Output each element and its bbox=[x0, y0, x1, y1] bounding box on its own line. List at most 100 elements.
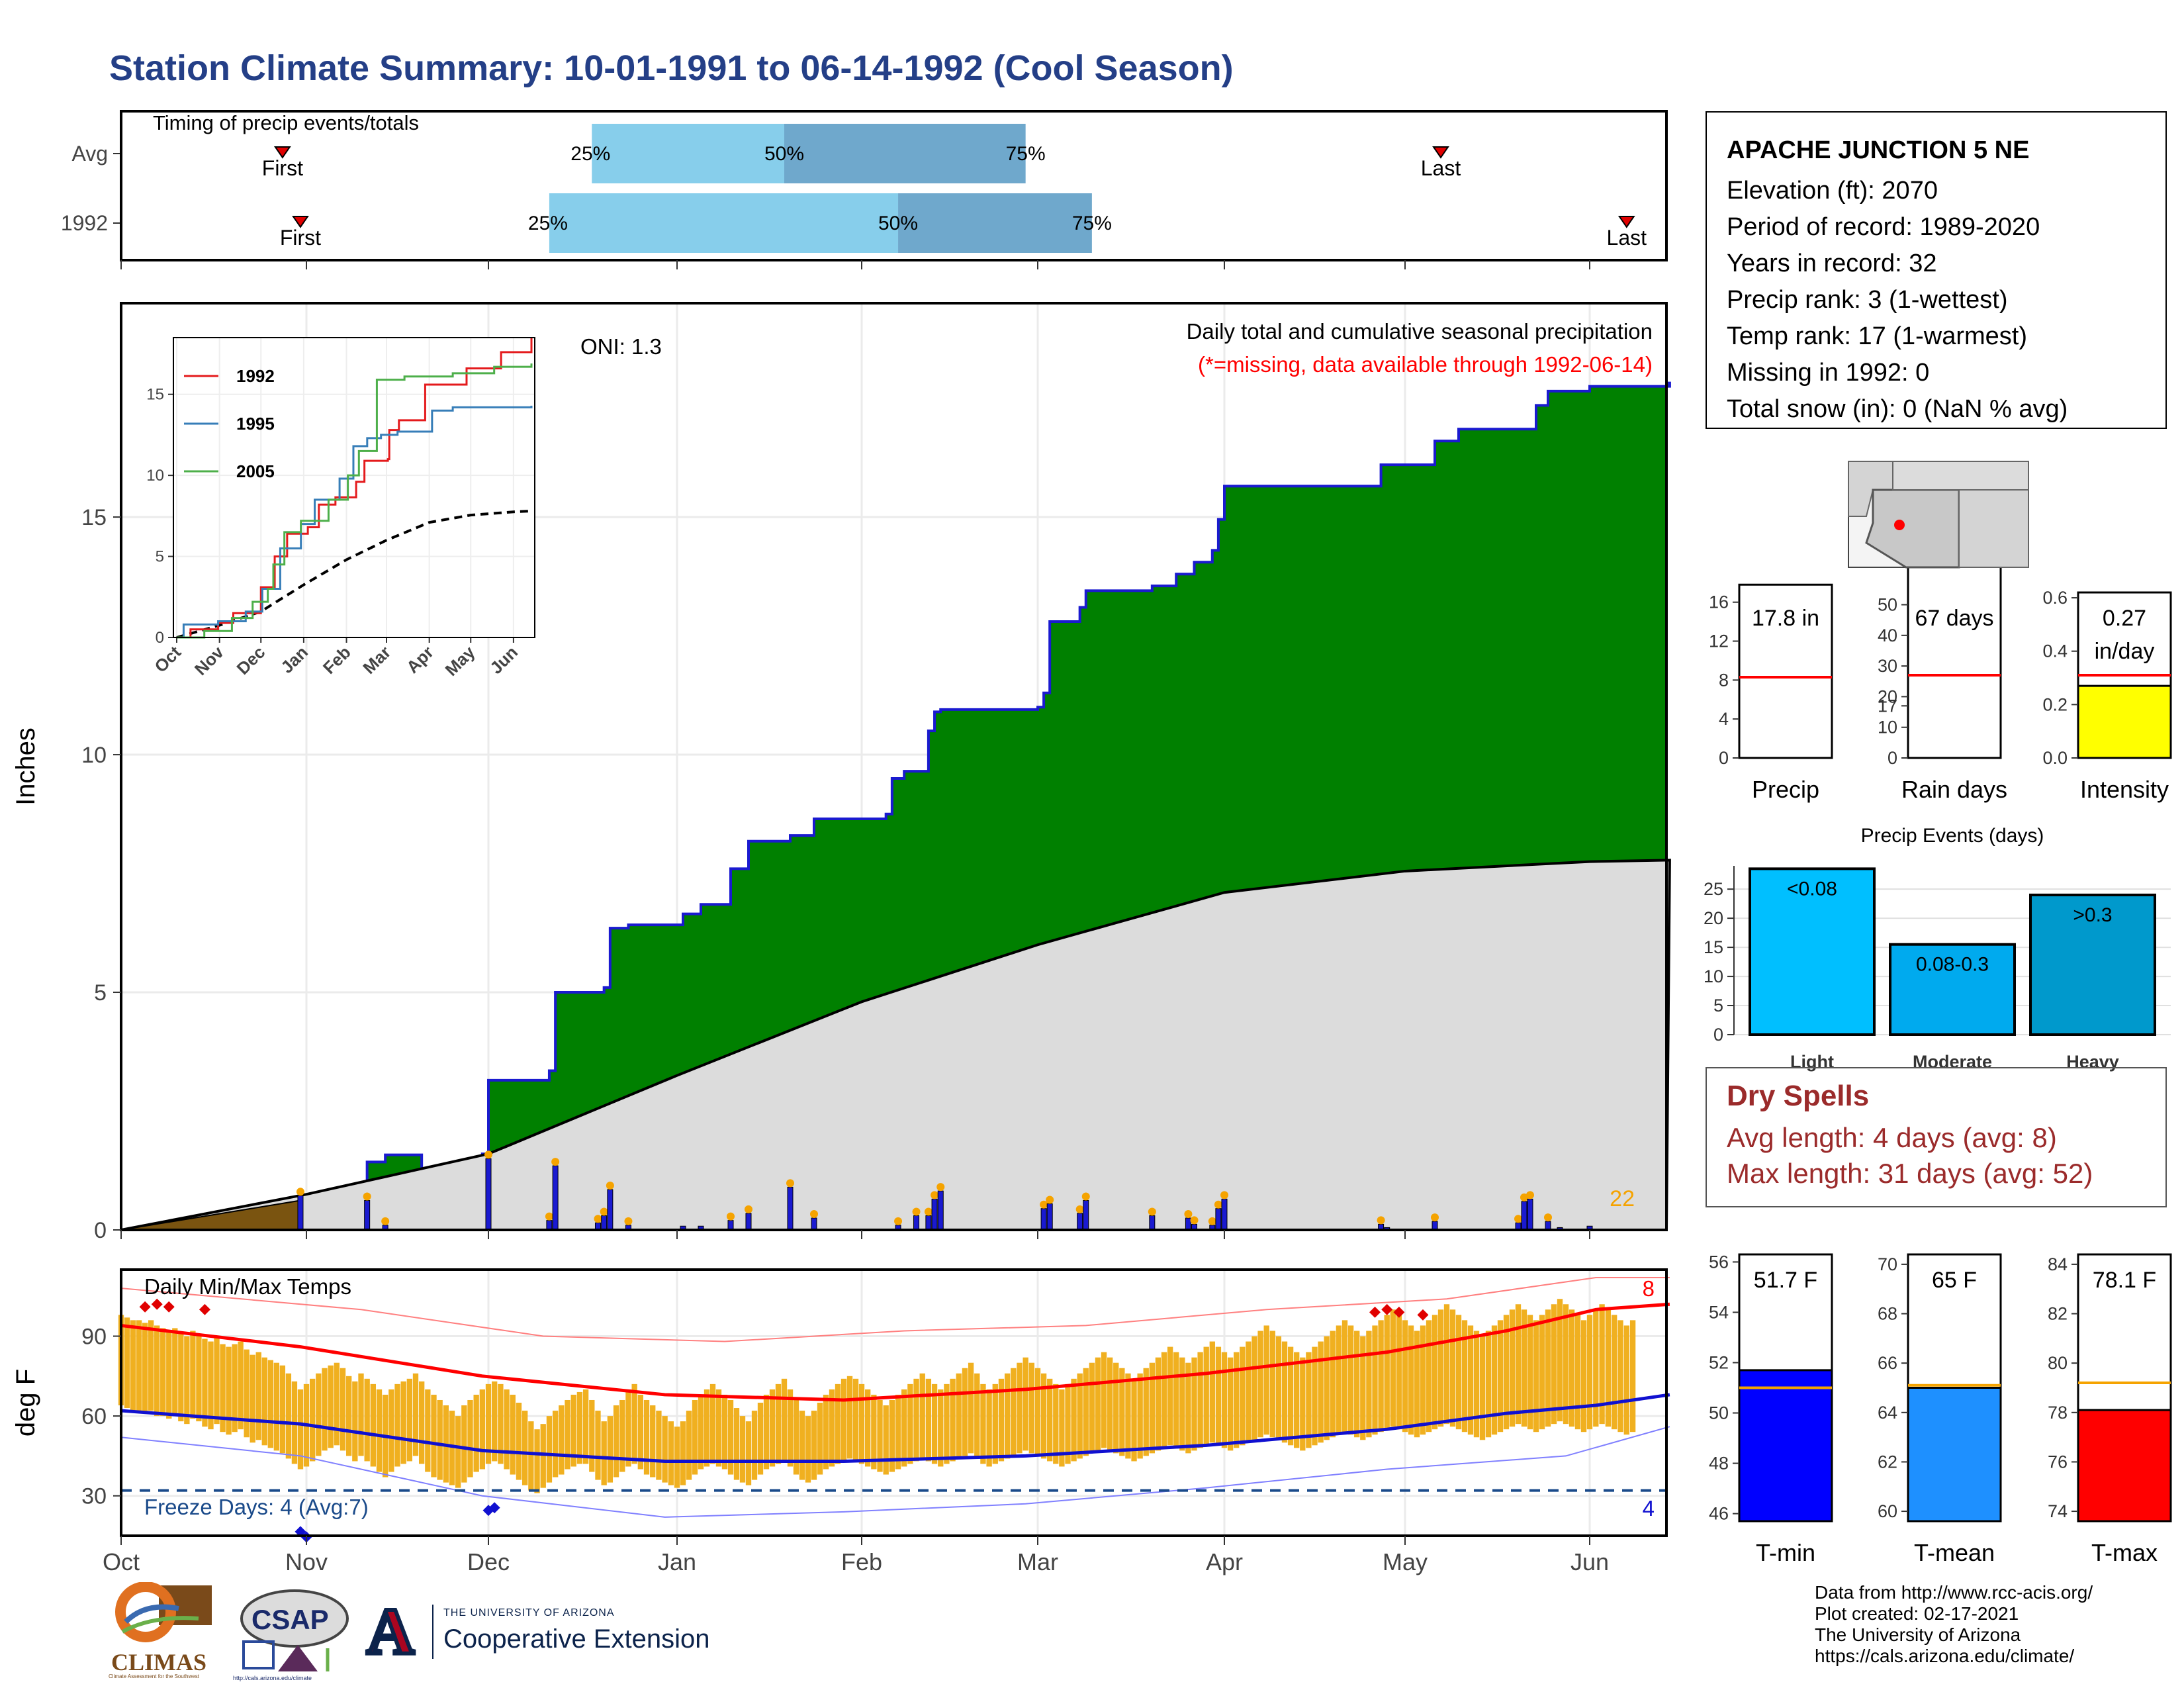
precip-daily-bar bbox=[625, 1225, 631, 1231]
tmin-gauge-frame bbox=[1738, 1253, 1833, 1523]
temp-daily-range-bar bbox=[1390, 1309, 1396, 1427]
climas-logo[interactable]: CLIMAS Climate Assessment for the Southw… bbox=[106, 1582, 218, 1681]
temp-daily-range-bar bbox=[1095, 1357, 1101, 1451]
tmax-gauge-value-bar bbox=[2077, 1409, 2172, 1523]
temp-daily-range-bar bbox=[1612, 1315, 1617, 1430]
temp-daily-range-bar bbox=[913, 1378, 919, 1462]
precip-total-gauge-value-label: 17.8 in bbox=[1752, 606, 1819, 631]
precip-daily-marker bbox=[1526, 1191, 1534, 1199]
temp-daily-range-bar bbox=[1149, 1362, 1156, 1454]
ua-cooperative-extension-logo[interactable]: A THE UNIVERSITY OF ARIZONA Cooperative … bbox=[361, 1597, 745, 1668]
temp-daily-range-bar bbox=[479, 1389, 486, 1470]
temp-daily-range-bar bbox=[345, 1376, 352, 1456]
temp-daily-range-bar bbox=[1372, 1325, 1378, 1435]
tmax-gauge-value-label: 78.1 F bbox=[2093, 1268, 2156, 1293]
inset-x-tick-label: Apr bbox=[402, 642, 437, 677]
temp-daily-range-bar bbox=[1497, 1320, 1504, 1432]
rain-days-gauge-y-tick-label: 30 bbox=[1878, 656, 1897, 676]
temp-daily-range-bar bbox=[425, 1389, 431, 1472]
precip-daily-marker bbox=[606, 1181, 614, 1190]
temp-daily-range-bar bbox=[328, 1365, 334, 1448]
inset-x-tick-label: Nov bbox=[191, 642, 228, 679]
tmean-gauge-value-bar bbox=[1907, 1387, 2002, 1523]
precip-daily-bar bbox=[1215, 1208, 1222, 1231]
temp-daily-range-bar bbox=[692, 1399, 698, 1475]
intensity-gauge-y-tick-label: 0.2 bbox=[2042, 694, 2068, 714]
inset-x-tick-label: May bbox=[441, 642, 478, 680]
temp-daily-range-bar bbox=[340, 1368, 346, 1451]
temp-daily-range-bar bbox=[130, 1320, 136, 1411]
temp-daily-range-bar bbox=[889, 1399, 895, 1472]
temp-daily-range-bar bbox=[461, 1405, 467, 1483]
tmean-gauge-frame bbox=[1907, 1253, 2002, 1523]
timing-last-label: Last bbox=[1607, 226, 1647, 250]
temp-daily-range-bar bbox=[166, 1331, 172, 1419]
temp-daily-range-bar bbox=[1545, 1309, 1551, 1427]
timing-last-marker bbox=[1432, 146, 1449, 159]
intensity-gauge: 0.0 0.2 0.4 0.6 0.27 in/day Intensity bbox=[2042, 588, 2172, 803]
temp-daily-range-bar bbox=[1185, 1362, 1191, 1454]
temp-daily-range-bar bbox=[196, 1333, 202, 1422]
temp-daily-range-bar bbox=[565, 1399, 570, 1470]
temp-daily-range-bar bbox=[498, 1383, 504, 1464]
precip-average-area bbox=[120, 859, 1671, 1231]
temp-daily-range-bar bbox=[255, 1352, 261, 1440]
temp-daily-range-bar bbox=[1605, 1309, 1612, 1427]
temp-daily-range-bar bbox=[1378, 1320, 1384, 1432]
oni-label: ONI: 1.3 bbox=[580, 334, 662, 359]
temp-daily-range-bar bbox=[1234, 1352, 1240, 1448]
precip-daily-marker bbox=[1148, 1207, 1156, 1216]
temp-daily-range-bar bbox=[811, 1411, 817, 1480]
temp-x-tick-label: Mar bbox=[1017, 1548, 1058, 1575]
precip-daily-bar bbox=[1209, 1225, 1216, 1231]
inset-border bbox=[173, 337, 535, 638]
temp-daily-range-bar bbox=[516, 1403, 522, 1480]
temp-daily-range-bar bbox=[1426, 1320, 1432, 1432]
temp-daily-range-bar bbox=[1479, 1336, 1486, 1440]
temp-x-tick-label: Jan bbox=[658, 1548, 696, 1575]
temp-daily-range-bar bbox=[1503, 1315, 1510, 1430]
temp-daily-range-bar bbox=[297, 1389, 304, 1470]
temp-daily-range-bar bbox=[835, 1383, 841, 1464]
precip-total-gauge-y-tick-label: 12 bbox=[1709, 632, 1729, 651]
inset-x-tick-label: Feb bbox=[319, 642, 355, 678]
temp-daily-range-bar bbox=[172, 1328, 178, 1417]
precip-daily-marker bbox=[1544, 1213, 1552, 1222]
temp-daily-range-bar bbox=[316, 1373, 322, 1456]
temp-daily-range-bar bbox=[309, 1378, 316, 1462]
temp-daily-range-bar bbox=[184, 1336, 190, 1425]
tmean-gauge-y-tick-label: 62 bbox=[1878, 1452, 1897, 1472]
temp-daily-range-bar bbox=[154, 1325, 160, 1417]
rain-days-gauge-value-bar bbox=[1907, 551, 2002, 759]
temp-daily-range-bar bbox=[727, 1399, 734, 1475]
timing-row-label: 1992 bbox=[61, 211, 108, 235]
csap-logo[interactable]: CSAP http://cals.arizona.edu/climate bbox=[232, 1585, 351, 1685]
tmax-gauge: 74 76 78 80 82 84 78.1 F T-max bbox=[2048, 1253, 2172, 1566]
inset-y-tick-label: 10 bbox=[146, 467, 164, 485]
temp-daily-range-bar bbox=[1137, 1373, 1143, 1459]
climas-emblem-icon bbox=[115, 1582, 212, 1642]
precip-daily-bar bbox=[364, 1199, 371, 1231]
temp-daily-range-bar bbox=[662, 1416, 668, 1483]
locator-map bbox=[1848, 461, 2029, 569]
precip-caption: Daily total and cumulative seasonal prec… bbox=[1187, 319, 1653, 344]
temp-y-tick-label: 30 bbox=[81, 1484, 107, 1509]
temp-daily-range-bar bbox=[769, 1389, 776, 1467]
precip-events-bar-label: 0.08-0.3 bbox=[1916, 954, 1989, 976]
temp-freeze-marker bbox=[295, 1526, 306, 1538]
temp-daily-range-bar bbox=[1432, 1315, 1438, 1430]
inset-legend-label: 2005 bbox=[236, 461, 275, 481]
intensity-gauge-y-tick-label: 0.4 bbox=[2042, 641, 2068, 661]
temp-daily-range-bar bbox=[510, 1394, 516, 1475]
precip-daily-marker bbox=[363, 1192, 371, 1201]
tmean-gauge-y-tick-label: 68 bbox=[1878, 1304, 1897, 1324]
temp-daily-range-bar bbox=[1125, 1373, 1131, 1459]
credits: Data from http://www.rcc-acis.org/ Plot … bbox=[1815, 1582, 2093, 1667]
intensity-gauge-value-label: 0.27 bbox=[2103, 606, 2146, 631]
temp-daily-range-bar bbox=[1402, 1320, 1408, 1432]
temp-daily-range-bar bbox=[418, 1381, 425, 1464]
temp-title: Daily Min/Max Temps bbox=[144, 1274, 351, 1299]
temp-freeze-count: 4 bbox=[1643, 1496, 1655, 1521]
tmin-gauge-y-tick-label: 48 bbox=[1709, 1454, 1729, 1474]
precip-missing-note: (*=missing, data available through 1992-… bbox=[1198, 352, 1653, 377]
